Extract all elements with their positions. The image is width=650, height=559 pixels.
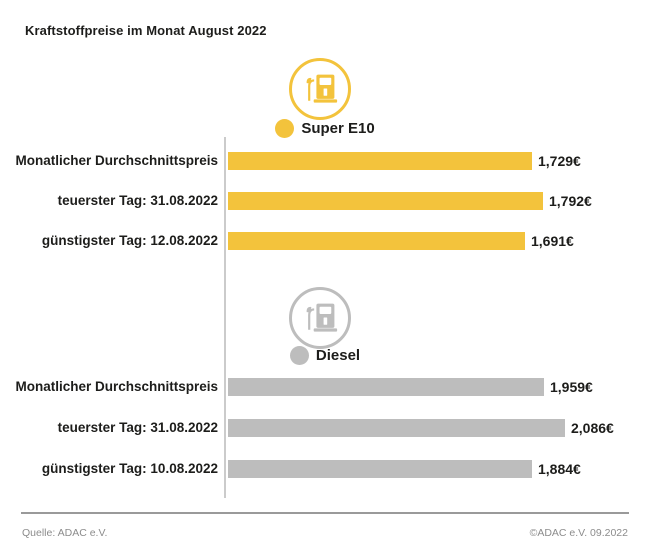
bar-row-super-e10-min: günstigster Tag: 12.08.2022 1,691€ bbox=[0, 232, 650, 250]
bar-value: 1,729€ bbox=[538, 153, 581, 169]
bar-label: günstigster Tag: 10.08.2022 bbox=[41, 461, 218, 476]
diesel-icon-circle bbox=[289, 287, 351, 349]
bar-label: günstigster Tag: 12.08.2022 bbox=[41, 233, 218, 248]
axis-line bbox=[224, 137, 226, 498]
legend-label-diesel: Diesel bbox=[315, 347, 361, 364]
bar-super-e10-min bbox=[228, 232, 525, 250]
bar-diesel-average bbox=[228, 378, 544, 396]
bar-diesel-min bbox=[228, 460, 532, 478]
legend-dot-super-e10 bbox=[275, 119, 295, 138]
bar-value: 2,086€ bbox=[571, 420, 614, 436]
bar-super-e10-max bbox=[228, 192, 543, 210]
fuel-pump-icon bbox=[306, 303, 338, 332]
bar-value: 1,792€ bbox=[549, 193, 592, 209]
legend-dot-diesel bbox=[289, 346, 309, 365]
bar-label: teuerster Tag: 31.08.2022 bbox=[57, 420, 218, 435]
bar-label: teuerster Tag: 31.08.2022 bbox=[57, 193, 218, 208]
bar-value: 1,884€ bbox=[538, 461, 581, 477]
bar-row-diesel-min: günstigster Tag: 10.08.2022 1,884€ bbox=[0, 460, 650, 478]
fuel-pump-icon bbox=[306, 74, 338, 103]
bar-value: 1,691€ bbox=[531, 233, 574, 249]
bar-value: 1,959€ bbox=[550, 379, 593, 395]
source-text: Quelle: ADAC e.V. bbox=[22, 527, 108, 539]
bar-row-diesel-average: Monatlicher Durchschnittspreis 1,959€ bbox=[0, 378, 650, 396]
legend-super-e10: Super E10 bbox=[0, 119, 650, 138]
bar-label: Monatlicher Durchschnittspreis bbox=[15, 153, 218, 168]
bar-diesel-max bbox=[228, 419, 565, 437]
bar-super-e10-average bbox=[228, 152, 532, 170]
copyright-text: ©ADAC e.V. 09.2022 bbox=[529, 527, 628, 539]
bar-label: Monatlicher Durchschnittspreis bbox=[15, 379, 218, 394]
bar-row-diesel-max: teuerster Tag: 31.08.2022 2,086€ bbox=[0, 419, 650, 437]
bar-row-super-e10-max: teuerster Tag: 31.08.2022 1,792€ bbox=[0, 192, 650, 210]
legend-diesel: Diesel bbox=[0, 346, 650, 365]
legend-label-super-e10: Super E10 bbox=[301, 120, 375, 137]
bar-row-super-e10-average: Monatlicher Durchschnittspreis 1,729€ bbox=[0, 152, 650, 170]
footer-divider bbox=[21, 512, 629, 514]
page-title: Kraftstoffpreise im Monat August 2022 bbox=[25, 23, 267, 38]
super-e10-icon-circle bbox=[289, 58, 351, 120]
